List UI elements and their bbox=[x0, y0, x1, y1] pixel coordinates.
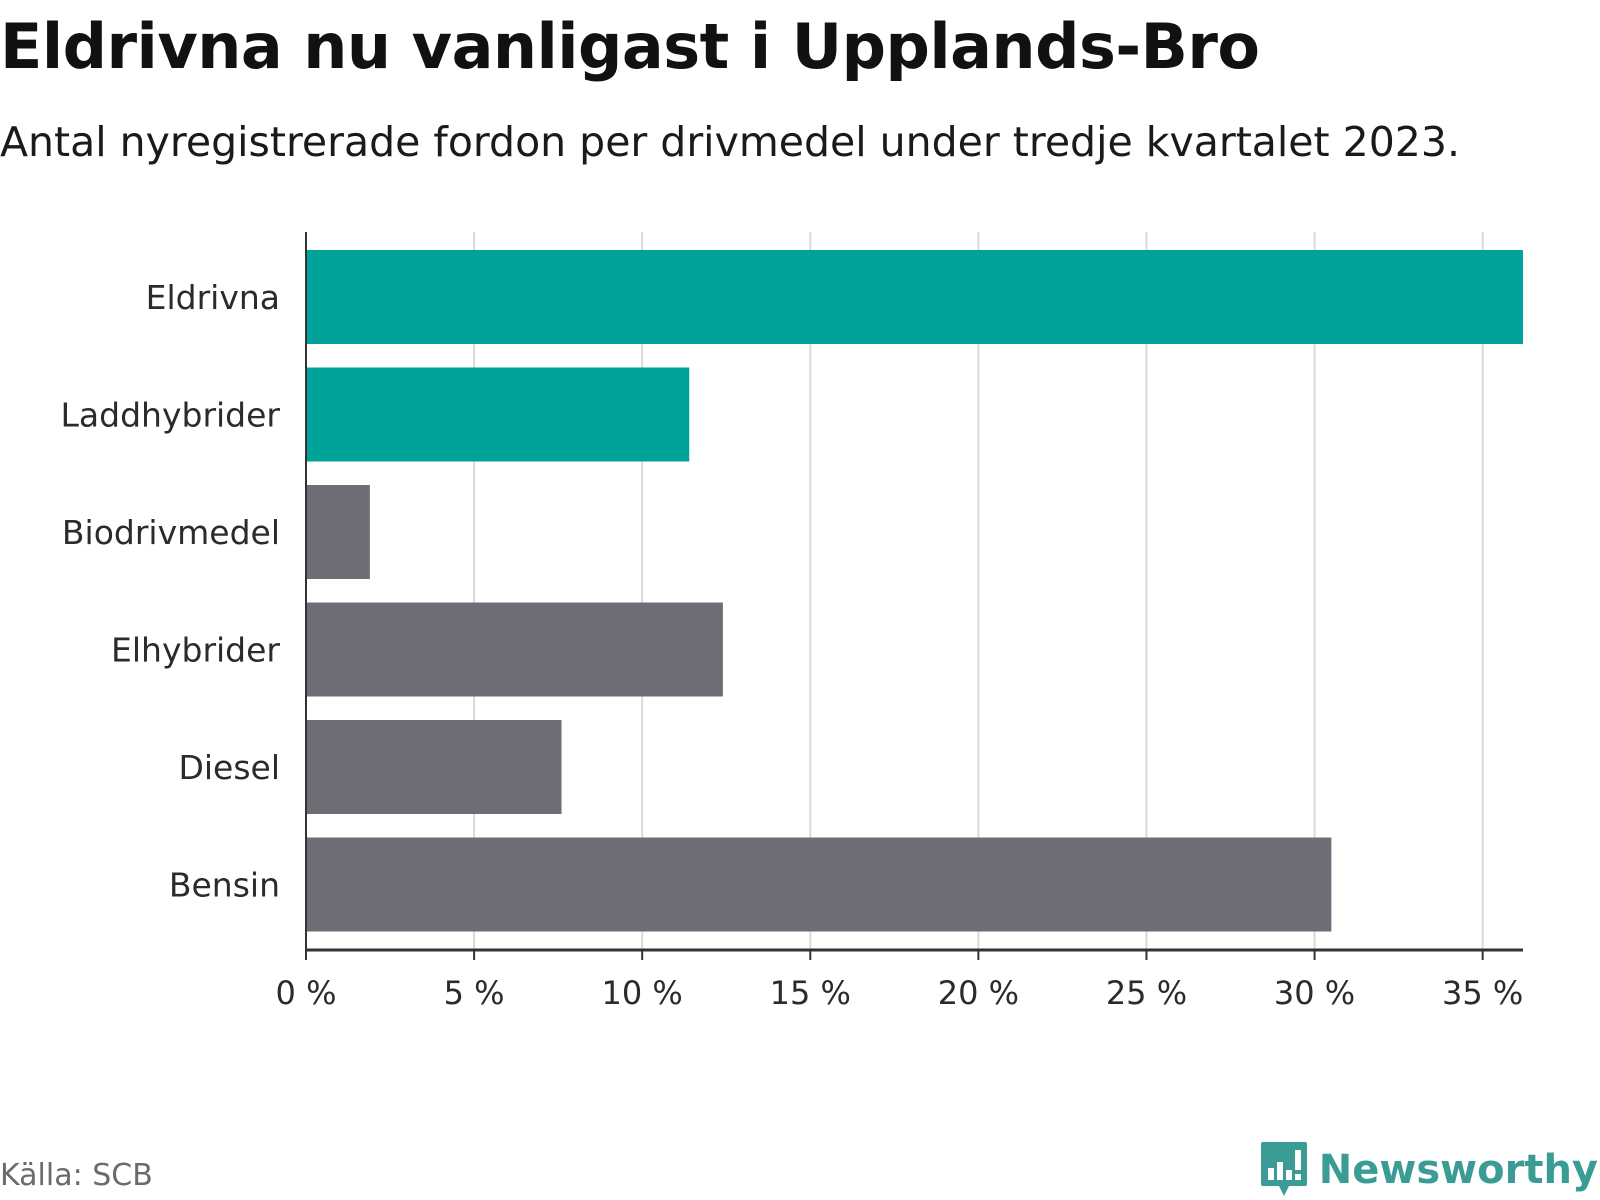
bar-laddhybrider bbox=[306, 367, 690, 462]
gridlines bbox=[473, 232, 1484, 950]
x-tick-label: 35 % bbox=[1442, 974, 1523, 1012]
x-tick-label: 30 % bbox=[1274, 974, 1355, 1012]
brand-logo: Newsworthy bbox=[1259, 1140, 1598, 1200]
category-label: Bensin bbox=[169, 866, 280, 905]
x-tick-label: 10 % bbox=[602, 974, 683, 1012]
category-label: Diesel bbox=[178, 748, 280, 787]
category-label: Eldrivna bbox=[146, 278, 280, 317]
bar-diesel bbox=[306, 720, 562, 814]
chart-title: Eldrivna nu vanligast i Upplands-Bro bbox=[0, 10, 1260, 83]
bar-eldrivna bbox=[306, 250, 1523, 344]
chart-subtitle: Antal nyregistrerade fordon per drivmede… bbox=[0, 118, 1461, 166]
bar-elhybrider bbox=[306, 602, 723, 697]
category-label: Biodrivmedel bbox=[62, 513, 280, 552]
x-tick-label: 5 % bbox=[444, 974, 505, 1012]
x-tick-label: 15 % bbox=[770, 974, 851, 1012]
x-axis: 0 % 5 % 10 % 15 % 20 % 25 % 30 % 35 % bbox=[276, 232, 1523, 1012]
category-label: Laddhybrider bbox=[61, 396, 281, 435]
category-labels: Eldrivna Laddhybrider Biodrivmedel Elhybrid… bbox=[61, 278, 281, 905]
bar-biodrivmedel bbox=[306, 485, 370, 579]
x-tick-label: 20 % bbox=[938, 974, 1019, 1012]
x-tick-label: 25 % bbox=[1106, 974, 1187, 1012]
bar-chart: Eldrivna Laddhybrider Biodrivmedel Elhybrid… bbox=[61, 232, 1523, 1012]
category-label: Elhybrider bbox=[111, 631, 280, 670]
source-note: Källa: SCB bbox=[0, 1158, 153, 1193]
bars bbox=[306, 250, 1523, 932]
bar-bensin bbox=[306, 837, 1332, 932]
bar-chart-speech-icon bbox=[1260, 1142, 1307, 1196]
brand-name: Newsworthy bbox=[1318, 1147, 1598, 1193]
x-tick-label: 0 % bbox=[276, 974, 337, 1012]
